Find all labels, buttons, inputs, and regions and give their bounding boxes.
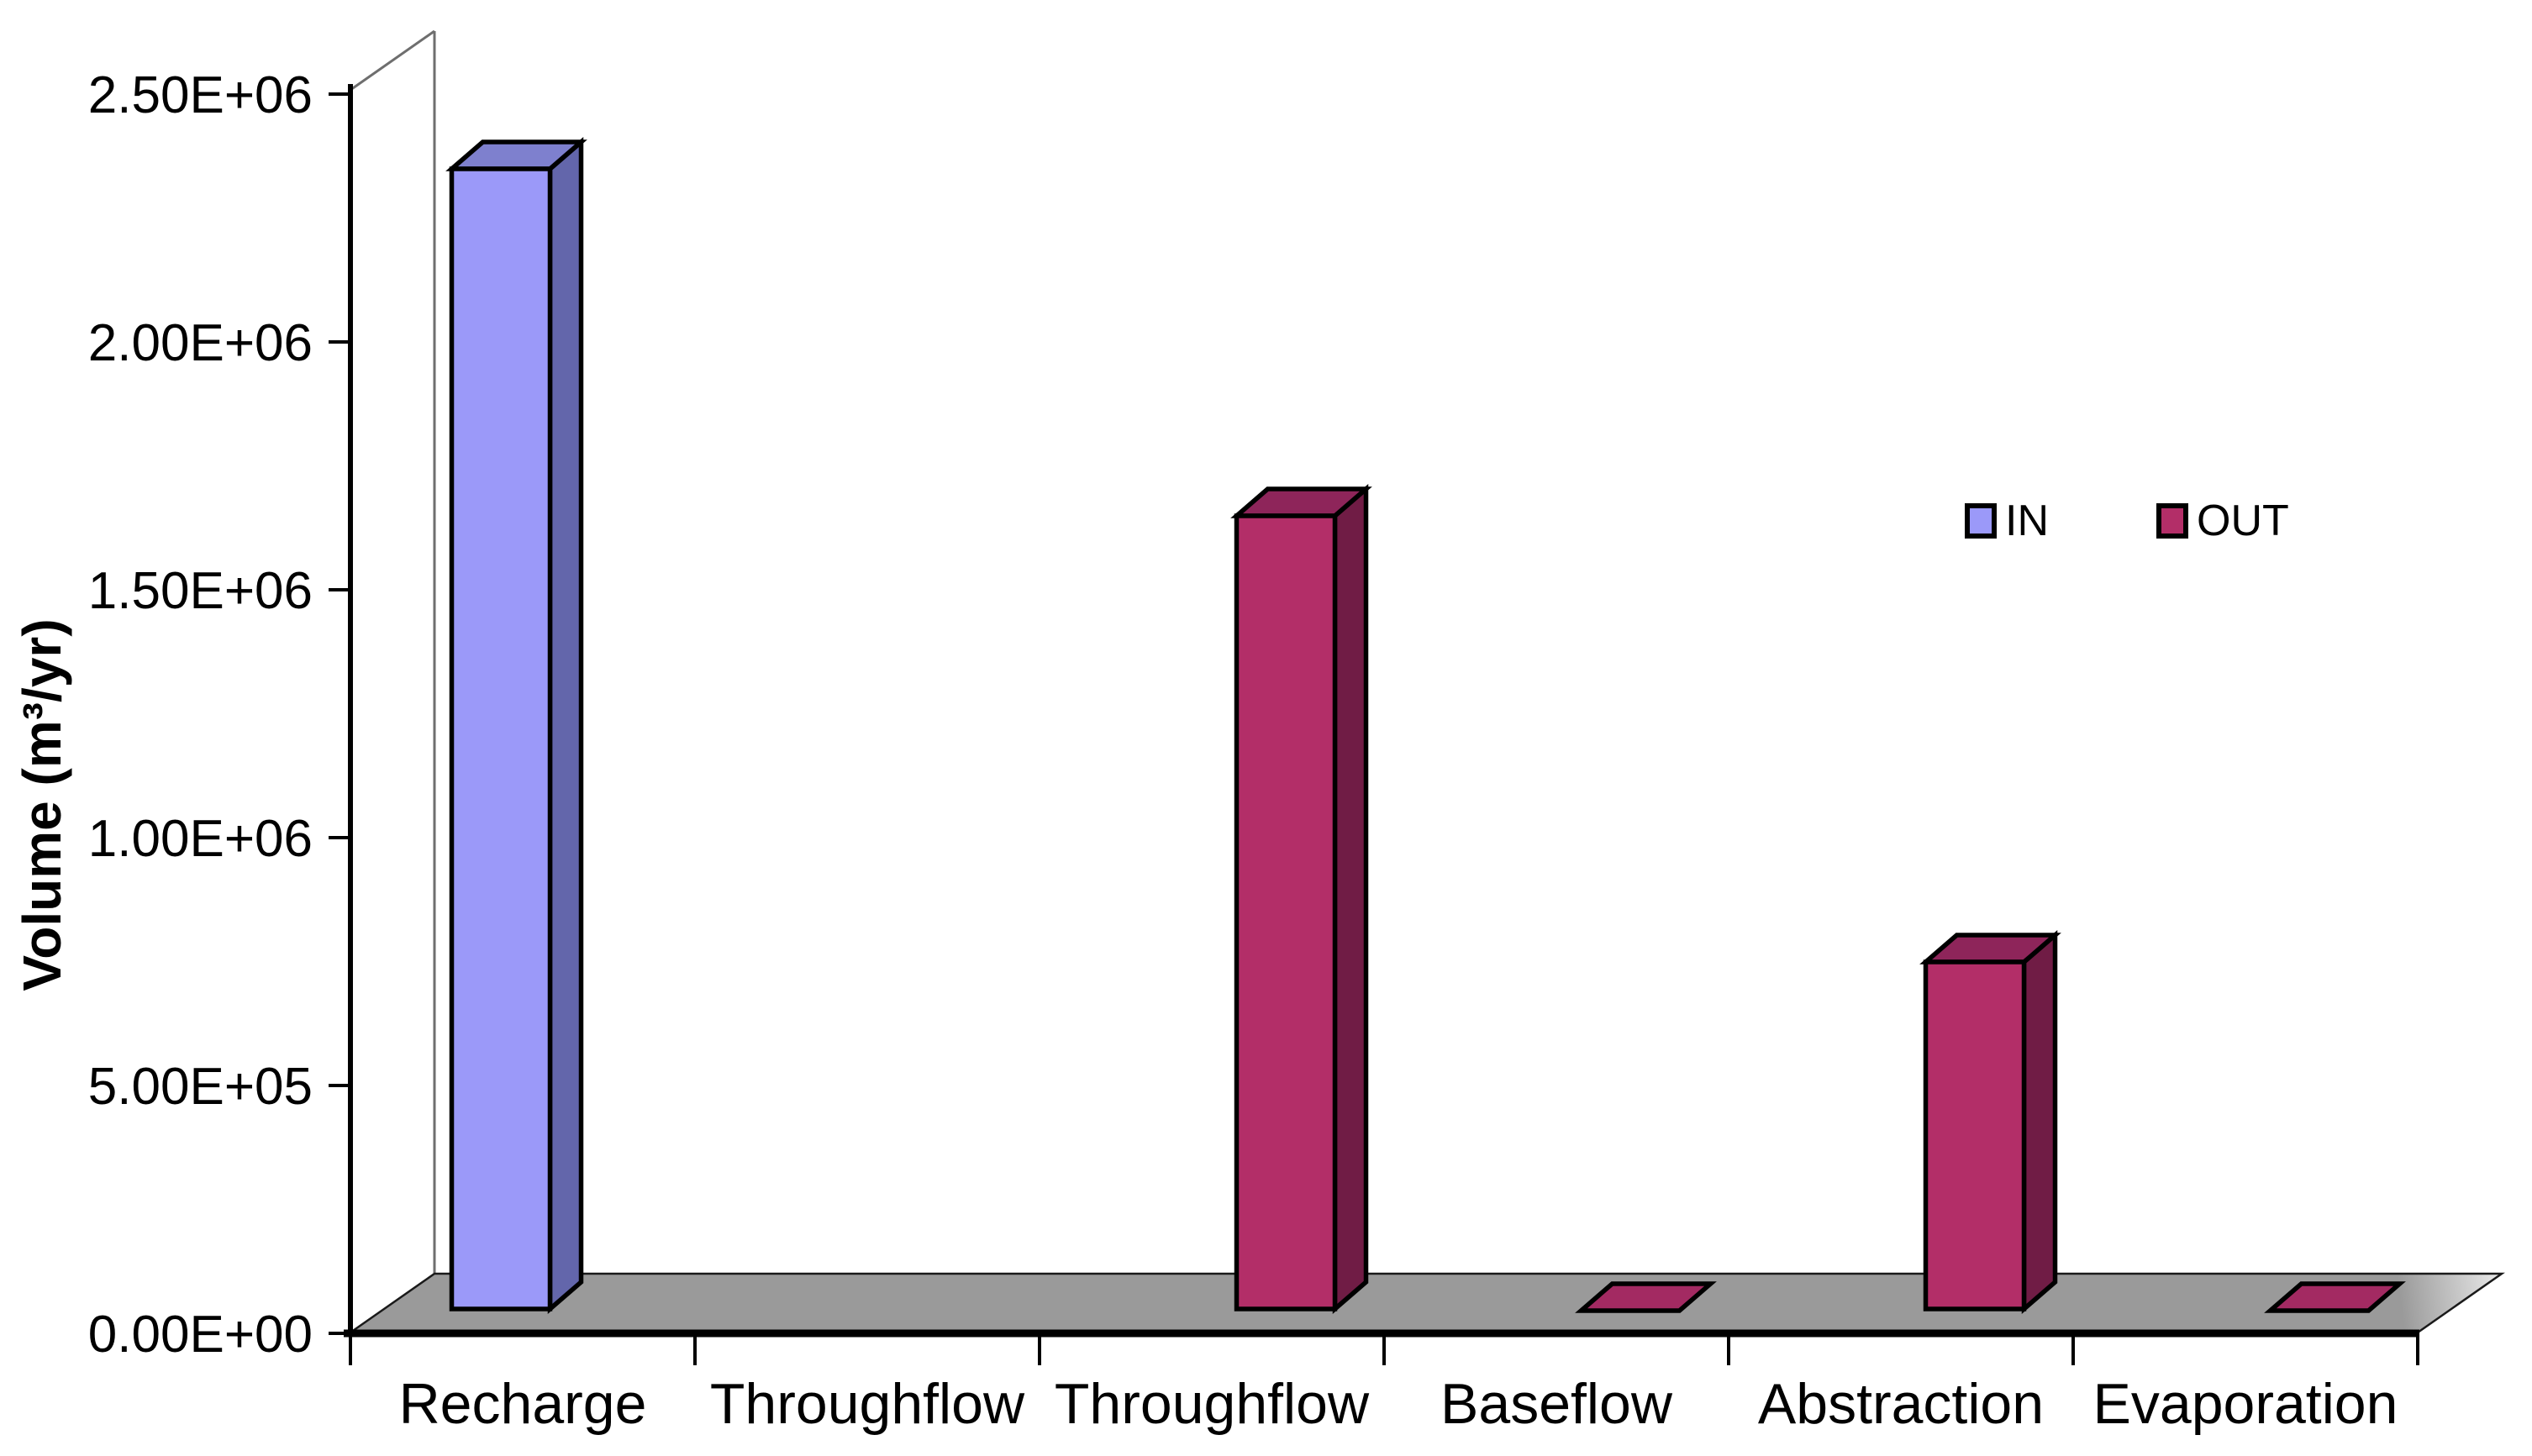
bar-baseflow-out — [1575, 1281, 1717, 1313]
y-tick-label-5: 2.50E+06 — [88, 66, 313, 124]
category-label-4: Abstraction — [1758, 1372, 2044, 1436]
bar-recharge-in-side — [547, 136, 584, 1315]
bar-abstraction-out-front — [1923, 959, 2027, 1311]
category-label-3: Baseflow — [1440, 1372, 1673, 1436]
legend-item-out: OUT — [2156, 497, 2289, 545]
legend-swatch-in — [1965, 503, 1997, 539]
y-tick-label-4: 2.00E+06 — [88, 314, 313, 372]
legend-swatch-out — [2156, 503, 2188, 539]
y-tick-label-3: 1.50E+06 — [88, 562, 313, 620]
category-label-1: Throughflow — [710, 1372, 1025, 1436]
bar-throughflow-out-side — [1332, 483, 1369, 1315]
legend-item-in: IN — [1965, 497, 2049, 545]
wall-top-edge — [350, 29, 435, 92]
category-label-5: Evaporation — [2093, 1372, 2398, 1436]
y-tick-label-1: 5.00E+05 — [88, 1058, 313, 1116]
bar-throughflow-out-front — [1234, 513, 1338, 1311]
category-label-2: Throughflow — [1055, 1372, 1370, 1436]
bar-evaporation-out — [2264, 1281, 2406, 1313]
y-axis-title: Volume (m³/yr) — [12, 618, 72, 991]
category-label-0: Recharge — [399, 1372, 647, 1436]
y-tick-label-2: 1.00E+06 — [88, 810, 313, 868]
bar-abstraction-out-side — [2021, 929, 2058, 1315]
legend-label-out: OUT — [2197, 497, 2289, 545]
y-tick-label-0: 0.00E+00 — [88, 1306, 313, 1364]
legend-label-in: IN — [2005, 497, 2049, 545]
floor — [347, 1272, 2505, 1334]
bar-recharge-in-front — [449, 166, 553, 1311]
